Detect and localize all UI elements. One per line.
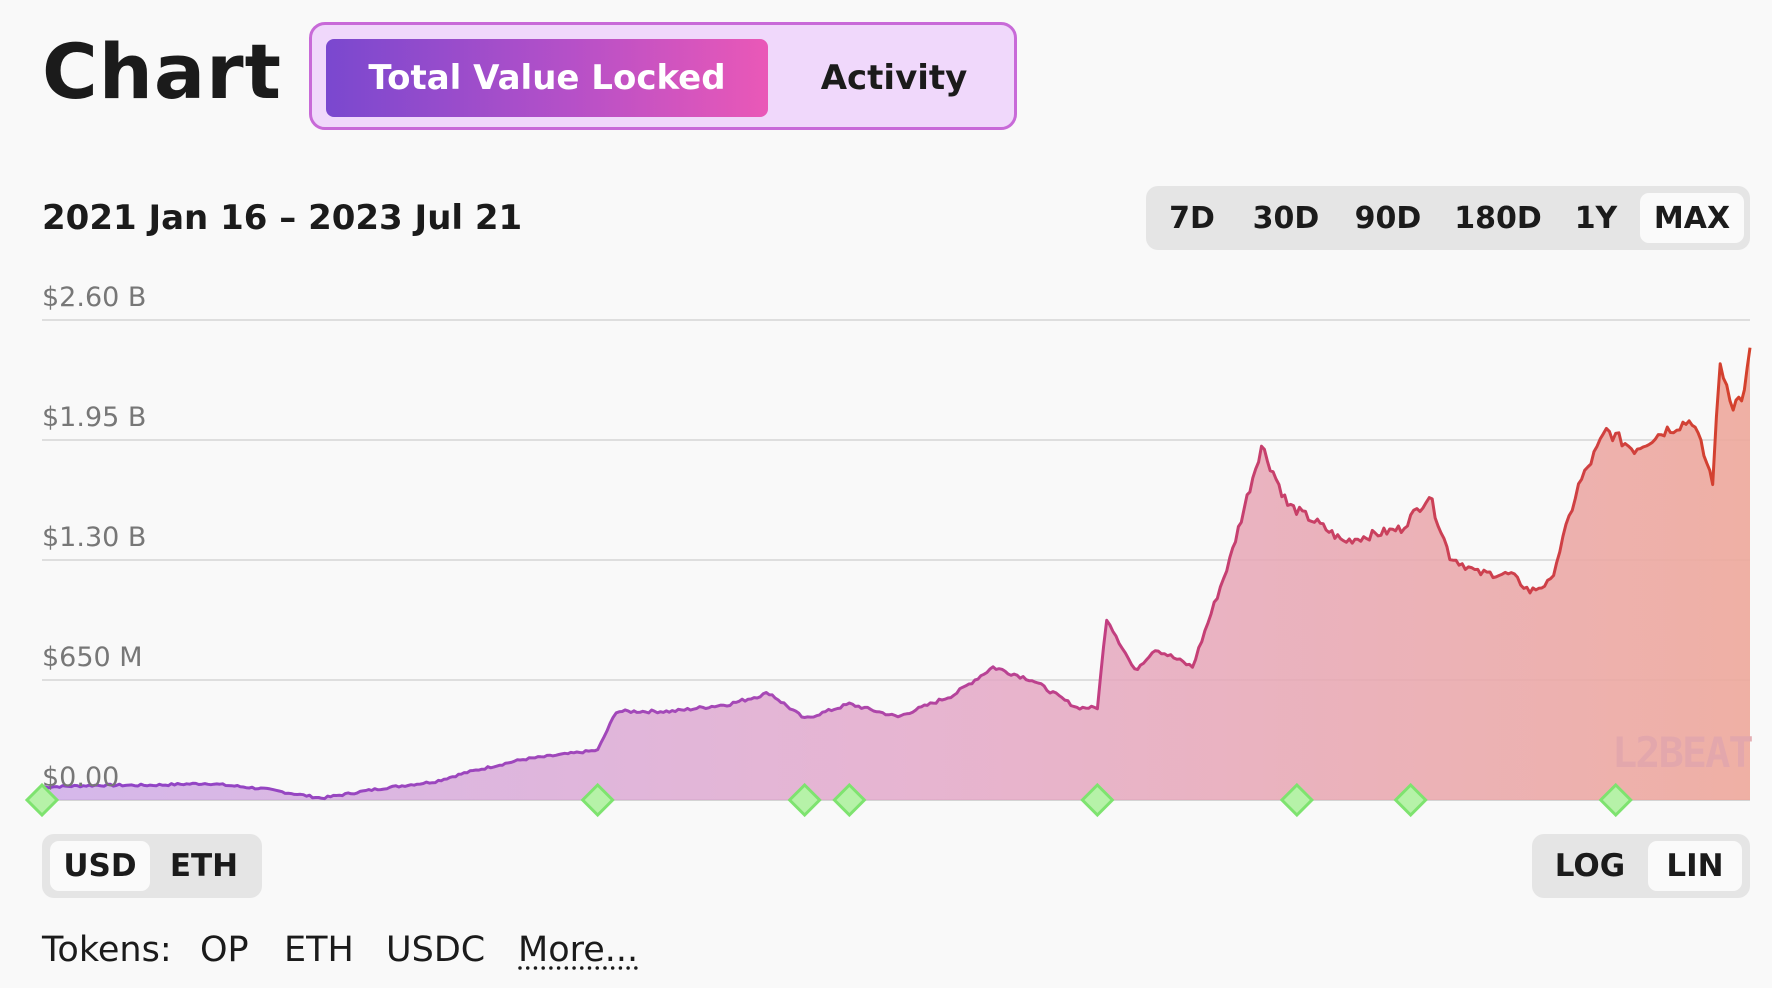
range-1y-button[interactable]: 1Y bbox=[1574, 200, 1618, 236]
eth-button[interactable]: ETH bbox=[169, 848, 239, 884]
more-tokens-link[interactable]: More... bbox=[518, 930, 639, 970]
tab-activity[interactable]: Activity bbox=[820, 58, 968, 98]
currency-toggle: USD ETH bbox=[42, 834, 262, 898]
date-range-label: 2021 Jan 16 – 2023 Jul 21 bbox=[42, 198, 523, 238]
range-7d-button[interactable]: 7D bbox=[1169, 200, 1215, 236]
token-usdc[interactable]: USDC bbox=[386, 930, 486, 970]
y-tick-label: $2.60 B bbox=[42, 282, 147, 313]
milestone-marker[interactable] bbox=[832, 782, 867, 818]
tvl-line bbox=[41, 347, 1752, 801]
tokens-label: Tokens: bbox=[42, 930, 172, 970]
l2beat-watermark-logo: L2BEAT bbox=[1612, 728, 1754, 777]
y-tick-label: $650 M bbox=[42, 642, 143, 673]
milestone-marker[interactable] bbox=[1393, 782, 1428, 818]
milestone-marker[interactable] bbox=[1598, 782, 1633, 818]
range-max-button[interactable]: MAX bbox=[1640, 193, 1744, 243]
usd-button[interactable]: USD bbox=[50, 841, 150, 891]
y-tick-label: $0.00 bbox=[42, 762, 120, 793]
scale-toggle: LOG LIN bbox=[1532, 834, 1750, 898]
lin-scale-button[interactable]: LIN bbox=[1648, 841, 1742, 891]
range-30d-button[interactable]: 30D bbox=[1252, 200, 1320, 236]
y-tick-label: $1.30 B bbox=[42, 522, 147, 553]
tvl-chart bbox=[24, 319, 1752, 818]
milestone-marker[interactable] bbox=[1080, 782, 1115, 818]
milestone-marker[interactable] bbox=[1279, 782, 1315, 818]
page-title: Chart bbox=[42, 27, 282, 116]
milestone-marker[interactable] bbox=[24, 782, 60, 818]
range-180d-button[interactable]: 180D bbox=[1454, 200, 1542, 236]
token-op[interactable]: OP bbox=[200, 930, 249, 970]
y-tick-label: $1.95 B bbox=[42, 402, 147, 433]
chart-type-tabs: Total Value Locked Activity bbox=[309, 22, 1017, 130]
range-90d-button[interactable]: 90D bbox=[1354, 200, 1422, 236]
tvl-area bbox=[42, 347, 1750, 800]
milestone-marker[interactable] bbox=[787, 782, 822, 818]
tab-total-value-locked[interactable]: Total Value Locked bbox=[326, 39, 768, 117]
token-eth[interactable]: ETH bbox=[284, 930, 354, 970]
log-scale-button[interactable]: LOG bbox=[1554, 848, 1626, 884]
time-range-selector: 7D 30D 90D 180D 1Y MAX bbox=[1146, 186, 1750, 250]
milestone-marker[interactable] bbox=[580, 782, 615, 818]
